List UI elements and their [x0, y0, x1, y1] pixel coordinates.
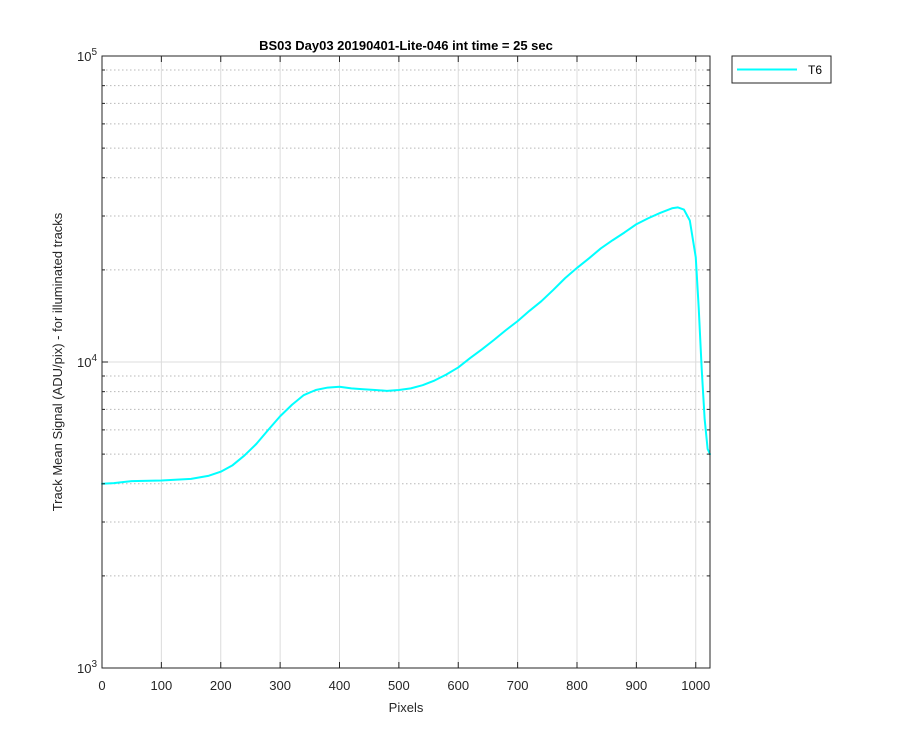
- x-tick-label: 500: [388, 678, 410, 693]
- x-axis-label: Pixels: [389, 700, 424, 715]
- y-tick-labels: 103 104 105: [77, 47, 97, 676]
- y-tick-label: 104: [77, 353, 97, 370]
- plot-area: 0 100 200 300 400 500 600 700 800 900 1000 1031041…: [77, 47, 711, 693]
- x-tick-label: 200: [210, 678, 232, 693]
- x-tick-label: 0: [98, 678, 105, 693]
- x-tick-label: 700: [507, 678, 529, 693]
- series-line-t6: [101, 206, 711, 485]
- x-tick-label: 1000: [681, 678, 710, 693]
- x-tick-label: 900: [626, 678, 648, 693]
- chart-title: BS03 Day03 20190401-Lite-046 int time = …: [259, 38, 553, 53]
- legend-label-t6: T6: [808, 63, 822, 77]
- x-tick-label: 100: [151, 678, 173, 693]
- minor-grid: [102, 69, 710, 577]
- y-tick-label: 105: [77, 47, 97, 64]
- x-tick-label: 400: [329, 678, 351, 693]
- x-tick-labels: 0 100 200 300 400 500 600 700 800 900 1000: [98, 678, 710, 693]
- x-tick-label: 800: [566, 678, 588, 693]
- x-tick-label: 600: [447, 678, 469, 693]
- y-axis-label: Track Mean Signal (ADU/pix) - for illumi…: [50, 212, 65, 511]
- legend: T6: [731, 55, 832, 84]
- tick-marks: [101, 55, 710, 669]
- y-tick-label: 103: [77, 659, 97, 676]
- series-layer: [101, 206, 711, 485]
- x-tick-label: 300: [269, 678, 291, 693]
